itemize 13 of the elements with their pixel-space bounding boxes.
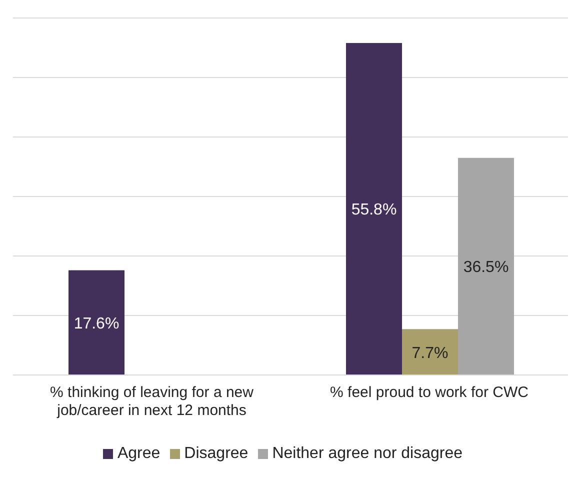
x-tick-label: % thinking of leaving for a new job/career in next 12 months [50, 384, 254, 419]
bar [402, 329, 458, 375]
bar [68, 270, 124, 375]
legend-label: Disagree [184, 445, 248, 462]
bar [458, 158, 514, 375]
data-label: 7.7% [412, 344, 448, 362]
x-tick-label: % feel proud to work for CWC [330, 384, 529, 401]
data-label: 17.6% [74, 315, 120, 332]
data-label: 36.5% [463, 259, 509, 276]
data-label: 55.8% [351, 202, 397, 219]
bar [346, 42, 402, 375]
legend-label: Agree [117, 445, 160, 462]
legend-label: Neither agree nor disagree [272, 445, 463, 462]
